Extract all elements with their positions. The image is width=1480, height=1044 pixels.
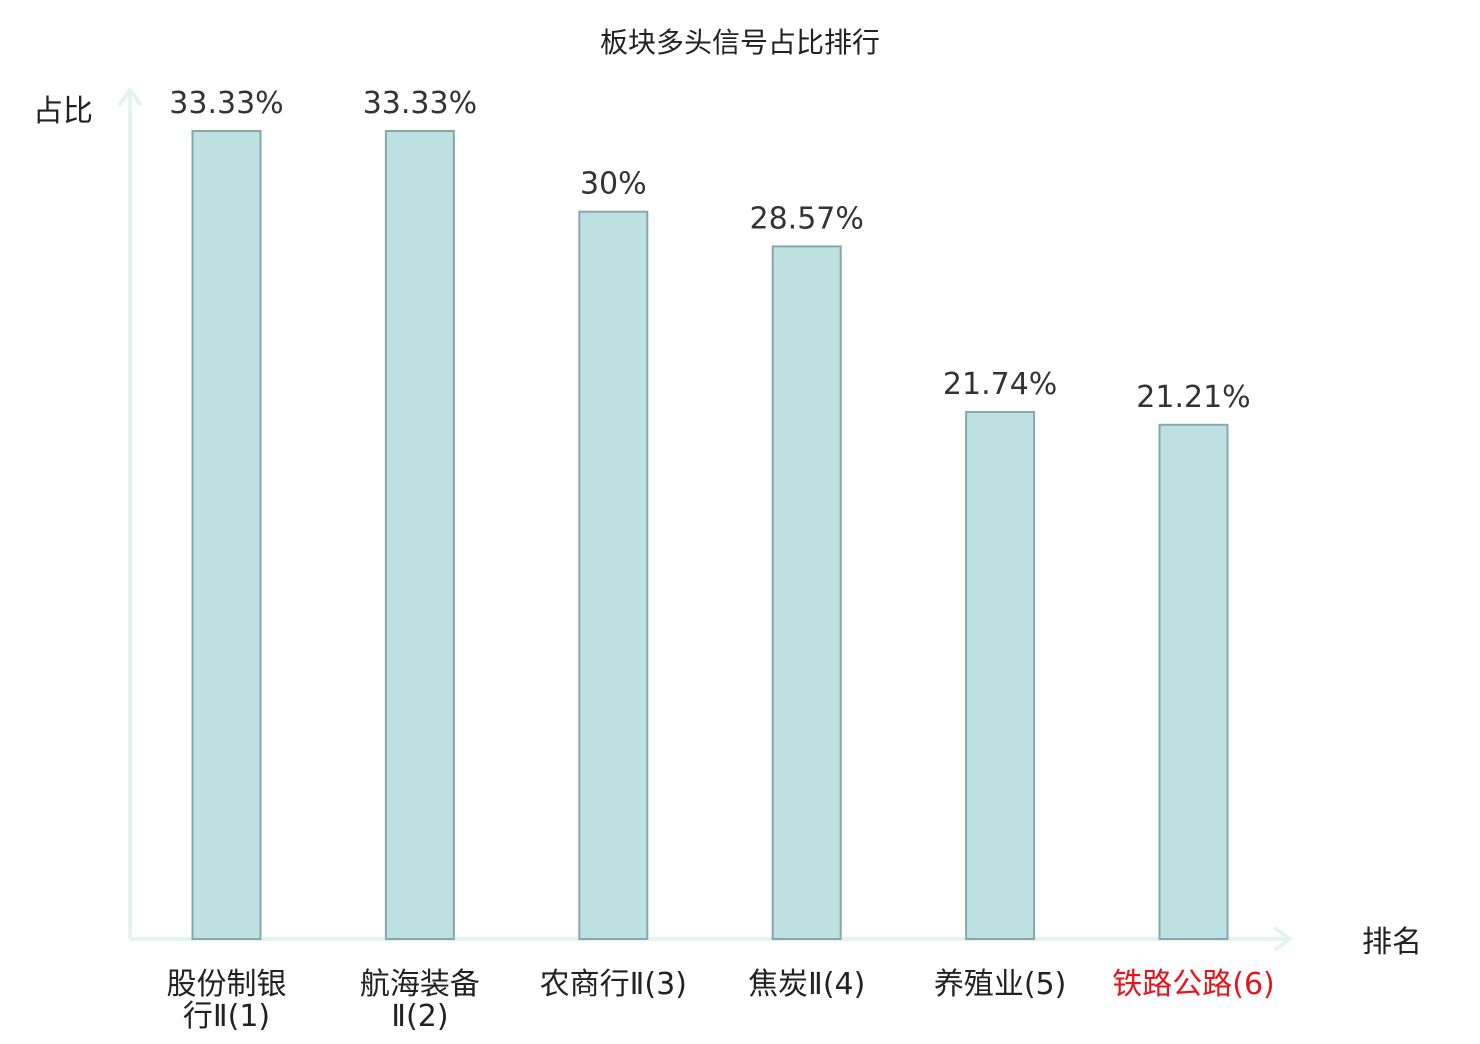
y-axis-title: 占比 [33,94,93,129]
bar-3 [578,210,649,940]
x-tick-label-line: 焦炭Ⅱ(4) [748,967,865,1002]
x-tick-label-line: 农商行Ⅱ(3) [540,967,687,1002]
x-tick-label-line: 养殖业(5) [934,967,1067,1002]
y-axis-arrow [118,88,142,106]
x-tick-label-line: 股份制银 [167,967,287,1002]
x-tick-label-4: 焦炭Ⅱ(4) [748,967,865,1002]
bar-4 [771,245,842,940]
chart-title: 板块多头信号占比排行 [600,26,880,59]
x-tick-label-line: 航海装备 [360,967,480,1002]
bar-1 [191,130,262,940]
x-tick-label-3: 农商行Ⅱ(3) [540,967,687,1002]
x-tick-label-line: 行Ⅱ(1) [183,999,270,1034]
x-tick-label-line: 铁路公路(6) [1112,967,1275,1002]
x-tick-label-line: Ⅱ(2) [391,999,448,1034]
value-label-5: 21.74% [943,367,1057,402]
bars [191,130,1229,940]
bar-5 [965,411,1036,940]
x-tick-label-5: 养殖业(5) [934,967,1067,1002]
value-label-4: 28.57% [750,201,864,236]
x-tick-label-2: 航海装备 Ⅱ(2) [360,967,480,1034]
value-label-6: 21.21% [1136,380,1250,415]
axes [118,88,1292,951]
x-tick-labels: 股份制银行Ⅱ(1) 航海装备 Ⅱ(2) 农商行Ⅱ(3) 焦炭Ⅱ(4) 养殖业(5) 铁路公路… [167,967,1275,1034]
bar-6 [1158,423,1229,940]
value-label-2: 33.33% [363,86,477,121]
x-axis-arrow [1274,927,1292,951]
value-label-3: 30% [580,167,647,202]
x-axis-title: 排名 [1362,925,1422,960]
bar-2 [384,130,455,940]
value-labels: 33.33% 33.33% 30% 28.57% 21.74% 21.21% [169,86,1250,415]
value-label-1: 33.33% [169,86,283,121]
x-tick-label-1: 股份制银行Ⅱ(1) [167,967,287,1034]
x-tick-label-6: 铁路公路(6) [1112,967,1275,1002]
